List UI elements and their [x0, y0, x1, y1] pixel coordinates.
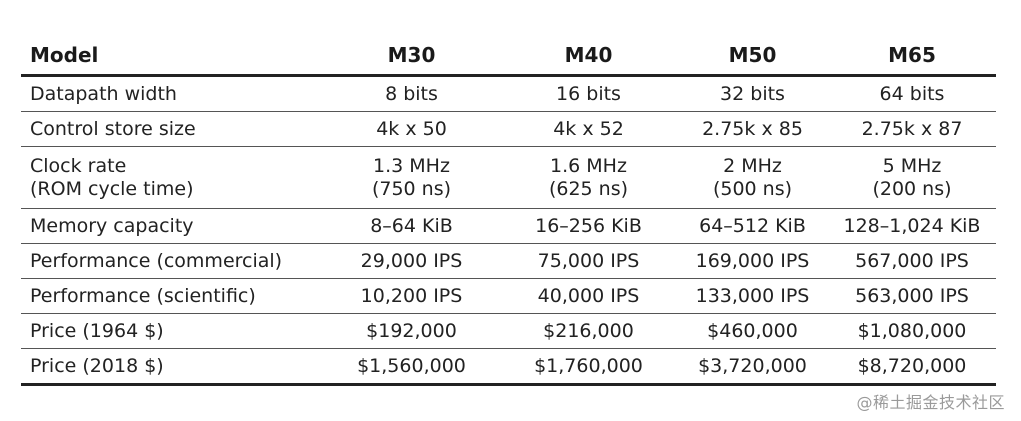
- column-header-model: Model: [21, 36, 323, 77]
- row-label: Performance (commercial): [21, 243, 323, 279]
- spec-table-container: Model M30 M40 M50 M65 Datapath width 8 b…: [21, 36, 996, 386]
- table-row-price-1964: Price (1964 $) $192,000 $216,000 $460,00…: [21, 313, 996, 349]
- table-cell: 10,200 IPS: [323, 278, 500, 314]
- table-cell: $1,760,000: [500, 348, 677, 386]
- table-header-row: Model M30 M40 M50 M65: [21, 36, 996, 77]
- row-label: Performance (scientific): [21, 278, 323, 314]
- table-cell: 563,000 IPS: [828, 278, 996, 314]
- table-cell: 8–64 KiB: [323, 208, 500, 244]
- cell-value: 5 MHz: [882, 154, 942, 177]
- table-cell: $3,720,000: [677, 348, 828, 386]
- table-row-performance-commercial: Performance (commercial) 29,000 IPS 75,0…: [21, 243, 996, 279]
- table-cell: $1,560,000: [323, 348, 500, 386]
- column-header-m30: M30: [323, 36, 500, 77]
- table-cell: 4k x 52: [500, 111, 677, 147]
- table-cell: 5 MHz (200 ns): [828, 146, 996, 209]
- table-cell: 29,000 IPS: [323, 243, 500, 279]
- table-cell: 2 MHz (500 ns): [677, 146, 828, 209]
- row-label: Control store size: [21, 111, 323, 147]
- table-cell: 16 bits: [500, 75, 677, 112]
- table-row-clock-rate: Clock rate (ROM cycle time) 1.3 MHz (750…: [21, 146, 996, 209]
- table-cell: 32 bits: [677, 75, 828, 112]
- table-cell: 128–1,024 KiB: [828, 208, 996, 244]
- table-row-performance-scientific: Performance (scientific) 10,200 IPS 40,0…: [21, 278, 996, 314]
- table-cell: $8,720,000: [828, 348, 996, 386]
- table-cell: 8 bits: [323, 75, 500, 112]
- row-label-main: Clock rate: [30, 154, 127, 177]
- column-header-m65: M65: [828, 36, 996, 77]
- table-row-memory-capacity: Memory capacity 8–64 KiB 16–256 KiB 64–5…: [21, 208, 996, 244]
- cell-subvalue: (750 ns): [371, 177, 452, 200]
- table-cell: 64–512 KiB: [677, 208, 828, 244]
- table-cell: 75,000 IPS: [500, 243, 677, 279]
- table-cell: 40,000 IPS: [500, 278, 677, 314]
- row-label: Price (2018 $): [21, 348, 323, 386]
- table-cell: $460,000: [677, 313, 828, 349]
- table-cell: 64 bits: [828, 75, 996, 112]
- column-header-m40: M40: [500, 36, 677, 77]
- table-cell: 2.75k x 87: [828, 111, 996, 147]
- row-label: Clock rate (ROM cycle time): [21, 146, 323, 209]
- table-row-datapath-width: Datapath width 8 bits 16 bits 32 bits 64…: [21, 75, 996, 112]
- table-cell: 169,000 IPS: [677, 243, 828, 279]
- cell-value: 1.3 MHz: [373, 154, 450, 177]
- table-cell: 2.75k x 85: [677, 111, 828, 147]
- table-cell: $216,000: [500, 313, 677, 349]
- watermark: @稀土掘金技术社区: [856, 393, 1005, 412]
- table-cell: 133,000 IPS: [677, 278, 828, 314]
- model-spec-table: Model M30 M40 M50 M65 Datapath width 8 b…: [21, 36, 996, 386]
- row-label-sub: (ROM cycle time): [30, 177, 194, 200]
- column-header-m50: M50: [677, 36, 828, 77]
- table-row-control-store-size: Control store size 4k x 50 4k x 52 2.75k…: [21, 111, 996, 147]
- row-label: Datapath width: [21, 75, 323, 112]
- table-cell: $1,080,000: [828, 313, 996, 349]
- row-label: Price (1964 $): [21, 313, 323, 349]
- cell-value: 2 MHz: [723, 154, 782, 177]
- cell-value: 1.6 MHz: [550, 154, 627, 177]
- table-cell: 4k x 50: [323, 111, 500, 147]
- table-cell: 16–256 KiB: [500, 208, 677, 244]
- cell-subvalue: (200 ns): [872, 177, 952, 200]
- table-cell: $192,000: [323, 313, 500, 349]
- table-row-price-2018: Price (2018 $) $1,560,000 $1,760,000 $3,…: [21, 348, 996, 386]
- cell-subvalue: (625 ns): [548, 177, 629, 200]
- cell-subvalue: (500 ns): [712, 177, 793, 200]
- table-cell: 1.6 MHz (625 ns): [500, 146, 677, 209]
- table-cell: 1.3 MHz (750 ns): [323, 146, 500, 209]
- row-label: Memory capacity: [21, 208, 323, 244]
- table-cell: 567,000 IPS: [828, 243, 996, 279]
